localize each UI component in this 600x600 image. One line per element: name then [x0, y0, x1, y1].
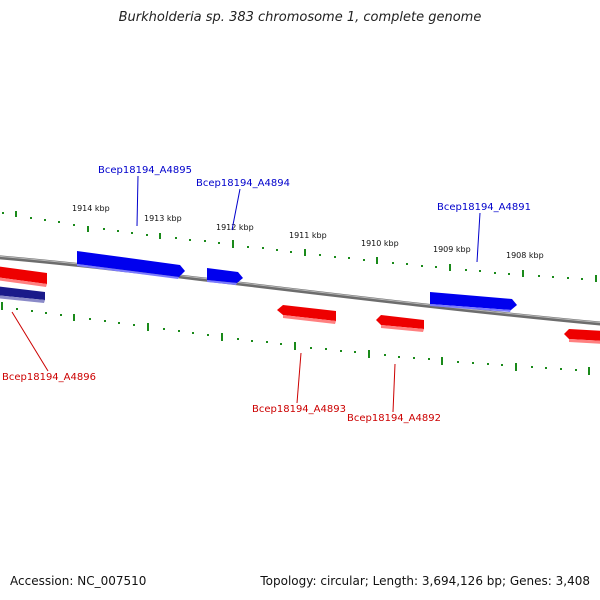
kbp-label: 1912 kbp: [216, 223, 254, 232]
forward-gene-bcep18194-a4895[interactable]: [77, 251, 185, 279]
kbp-label: 1909 kbp: [433, 245, 471, 254]
genome-summary: Topology: circular; Length: 3,694,126 bp…: [260, 574, 590, 588]
gene-label-bcep18194-a4892[interactable]: Bcep18194_A4892: [347, 413, 441, 424]
map-title: Burkholderia sp. 383 chromosome 1, compl…: [118, 10, 482, 25]
forward-gene-partial[interactable]: [0, 286, 45, 303]
inner-tick-row: [1, 302, 590, 375]
kbp-label: 1914 kbp: [72, 204, 110, 213]
reverse-gene-bcep18194-a4892[interactable]: [376, 315, 424, 332]
gene-label-bcep18194-a4893[interactable]: Bcep18194_A4893: [252, 404, 346, 415]
outer-tick-row: [2, 211, 597, 282]
genome-backbone: [0, 255, 600, 326]
gene-label-bcep18194-a4895[interactable]: Bcep18194_A4895: [98, 165, 192, 176]
forward-gene-bcep18194-a4894[interactable]: [207, 268, 243, 285]
reverse-gene-bcep18194-a4893[interactable]: [277, 305, 336, 324]
reverse-gene-partial-right[interactable]: [564, 329, 600, 344]
kbp-label: 1913 kbp: [144, 214, 182, 223]
gene-label-bcep18194-a4894[interactable]: Bcep18194_A4894: [196, 178, 290, 189]
reverse-gene-bcep18194-a4896[interactable]: [0, 266, 47, 287]
gene-label-bcep18194-a4891[interactable]: Bcep18194_A4891: [437, 202, 531, 213]
gene-labels: Bcep18194_A4895 Bcep18194_A4894 Bcep1819…: [2, 165, 531, 424]
kbp-label: 1910 kbp: [361, 239, 399, 248]
kbp-labels: 1914 kbp 1913 kbp 1912 kbp 1911 kbp 1910…: [72, 204, 544, 260]
forward-gene-bcep18194-a4891[interactable]: [430, 292, 517, 312]
gene-label-bcep18194-a4896[interactable]: Bcep18194_A4896: [2, 372, 96, 383]
kbp-label: 1911 kbp: [289, 231, 327, 240]
accession-label: Accession: NC_007510: [10, 574, 147, 588]
kbp-label: 1908 kbp: [506, 251, 544, 260]
gene-leader-lines: [11, 175, 481, 413]
